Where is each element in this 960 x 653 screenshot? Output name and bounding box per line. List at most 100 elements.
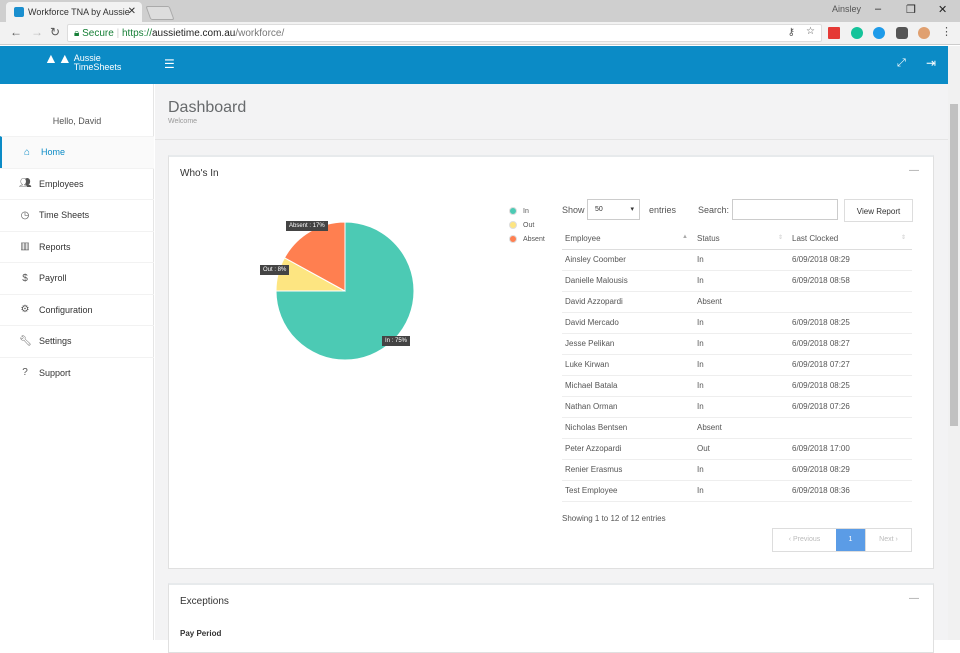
column-last-clocked[interactable]: Last Clocked ⇕ — [789, 229, 912, 250]
logo-line2: TimeSheets — [73, 62, 122, 72]
star-icon[interactable]: ☆ — [806, 26, 815, 37]
back-icon[interactable]: ← — [10, 25, 22, 39]
panel-title: Exceptions — [180, 596, 229, 607]
collapse-icon[interactable]: — — [909, 165, 919, 176]
url-field[interactable]: 🔒︎ Secure | https://aussietime.com.au/wo… — [67, 24, 822, 42]
bar-chart-icon: ▥ — [20, 241, 30, 253]
browser-tab[interactable]: Workforce TNA by Aussie ✕ — [6, 2, 142, 22]
pie-chart — [275, 221, 415, 361]
pie-label-in: In : 75% — [382, 336, 411, 346]
employee-cell: Danielle Malousis — [562, 270, 694, 292]
address-bar: ← → ↻ 🔒︎ Secure | https://aussietime.com… — [0, 22, 960, 45]
table-row[interactable]: Nathan Orman In 6/09/2018 07:26 — [562, 396, 912, 418]
url-scheme: https:// — [121, 28, 152, 39]
table-info: Showing 1 to 12 of 12 entries — [562, 514, 666, 523]
sidebar-item-configuration[interactable]: ⚙ Configuration — [0, 293, 154, 326]
next-button[interactable]: Next › — [865, 529, 911, 551]
table-row[interactable]: Peter Azzopardi Out 6/09/2018 17:00 — [562, 438, 912, 460]
last-clocked-cell: 6/09/2018 08:29 — [789, 459, 912, 481]
column-employee[interactable]: Employee ▲ — [562, 229, 694, 250]
table-row[interactable]: Luke Kirwan In 6/09/2018 07:27 — [562, 354, 912, 376]
sidebar-item-payroll[interactable]: $ Payroll — [0, 262, 154, 294]
minimize-icon[interactable]: – — [875, 3, 882, 15]
last-clocked-cell: 6/09/2018 17:00 — [789, 438, 912, 460]
table-row[interactable]: David Mercado In 6/09/2018 08:25 — [562, 312, 912, 334]
table-row[interactable]: Test Employee In 6/09/2018 08:36 — [562, 480, 912, 502]
next-label: Next — [879, 536, 894, 543]
legend-swatch — [509, 221, 517, 229]
url-host: aussietime.com.au — [151, 28, 236, 39]
previous-button[interactable]: ‹ Previous — [788, 536, 821, 543]
new-tab-button[interactable] — [145, 6, 175, 20]
extension-icon[interactable] — [828, 27, 840, 39]
hamburger-icon[interactable]: ☰ — [164, 57, 175, 71]
sidebar-item-label: Configuration — [39, 304, 93, 315]
pocket-icon[interactable] — [896, 27, 908, 39]
status-cell: In — [694, 375, 789, 397]
status-cell: In — [694, 459, 789, 481]
search-label: Search: — [698, 205, 730, 215]
table-row[interactable]: Michael Batala In 6/09/2018 08:25 — [562, 375, 912, 397]
employee-cell: David Mercado — [562, 312, 694, 334]
pie-label-out: Out : 8% — [260, 265, 290, 275]
scrollbar[interactable] — [948, 46, 960, 640]
logo[interactable]: ▲▲ Aussie TimeSheets — [44, 50, 122, 72]
column-label: Last Clocked — [792, 234, 839, 244]
page-1-button[interactable]: 1 — [836, 529, 865, 551]
main-content: Dashboard Welcome Who's In — In Out Abse… — [155, 84, 948, 653]
legend-item-out[interactable]: Out — [509, 221, 534, 229]
sidebar-item-reports[interactable]: ▥ Reports — [0, 230, 154, 263]
key-icon[interactable]: ⚷ — [787, 27, 795, 38]
logout-icon[interactable]: ⇥ — [926, 56, 937, 70]
table-row[interactable]: Jesse Pelikan In 6/09/2018 08:27 — [562, 333, 912, 355]
table-row[interactable]: Danielle Malousis In 6/09/2018 08:58 — [562, 270, 912, 292]
last-clocked-cell: 6/09/2018 08:58 — [789, 270, 912, 292]
extension-icon[interactable] — [873, 27, 885, 39]
previous-label: Previous — [793, 536, 821, 543]
table-row[interactable]: Ainsley Coomber In 6/09/2018 08:29 — [562, 249, 912, 271]
collapse-icon[interactable]: — — [909, 593, 919, 604]
url-path: /workforce/ — [235, 28, 285, 39]
dropdown-arrow-icon: ▾ — [630, 206, 634, 213]
sort-icon: ⇕ — [777, 235, 783, 242]
pie-slice-absent[interactable] — [283, 221, 346, 292]
employee-cell: Nathan Orman — [562, 396, 694, 418]
legend-swatch — [509, 207, 517, 215]
browser-user[interactable]: Ainsley — [832, 4, 862, 14]
employee-table: Employee ▲ Status ⇕ Last Clocked ⇕ Ainsley … — [562, 229, 912, 502]
legend-item-in[interactable]: In — [509, 207, 529, 215]
close-window-icon[interactable]: ✕ — [938, 4, 948, 16]
sidebar-item-home[interactable]: ⌂ Home — [0, 136, 154, 168]
grammarly-icon[interactable] — [851, 27, 863, 39]
reload-icon[interactable]: ↻ — [50, 25, 61, 39]
entries-select[interactable]: 50 ▾ — [587, 199, 640, 220]
last-clocked-cell: 6/09/2018 07:26 — [789, 396, 912, 418]
favicon-icon — [14, 7, 24, 17]
view-report-button[interactable]: View Report — [844, 199, 913, 222]
sidebar-item-time-sheets[interactable]: ◷ Time Sheets — [0, 199, 154, 231]
status-cell: In — [694, 312, 789, 334]
status-cell: In — [694, 354, 789, 376]
column-status[interactable]: Status ⇕ — [694, 229, 789, 250]
sidebar-item-settings[interactable]: 🔧︎ Settings — [0, 325, 154, 357]
legend-item-absent[interactable]: Absent — [509, 235, 545, 243]
search-input[interactable] — [732, 199, 838, 220]
entries-value: 50 — [595, 206, 603, 213]
table-row[interactable]: Renier Erasmus In 6/09/2018 08:29 — [562, 459, 912, 481]
profile-extension-icon[interactable] — [918, 27, 930, 39]
sidebar-item-label: Employees — [39, 178, 84, 189]
sidebar-item-support[interactable]: ? Support — [0, 356, 154, 389]
forward-icon[interactable]: → — [31, 25, 43, 39]
greeting: Hello, David — [52, 116, 102, 126]
sidebar-item-employees[interactable]: 👥︎ Employees — [0, 167, 154, 200]
browser-menu-icon[interactable]: ⋮ — [941, 26, 952, 38]
employee-cell: Peter Azzopardi — [562, 438, 694, 460]
table-row[interactable]: David Azzopardi Absent — [562, 291, 912, 313]
dollar-icon: $ — [22, 272, 28, 284]
fullscreen-icon[interactable]: ⤢ — [897, 57, 906, 69]
restore-icon[interactable]: ❐ — [906, 4, 916, 16]
status-cell: In — [694, 249, 789, 271]
table-row[interactable]: Nicholas Bentsen Absent — [562, 417, 912, 439]
close-tab-icon[interactable]: ✕ — [127, 6, 136, 17]
scrollbar-thumb[interactable] — [950, 104, 958, 426]
